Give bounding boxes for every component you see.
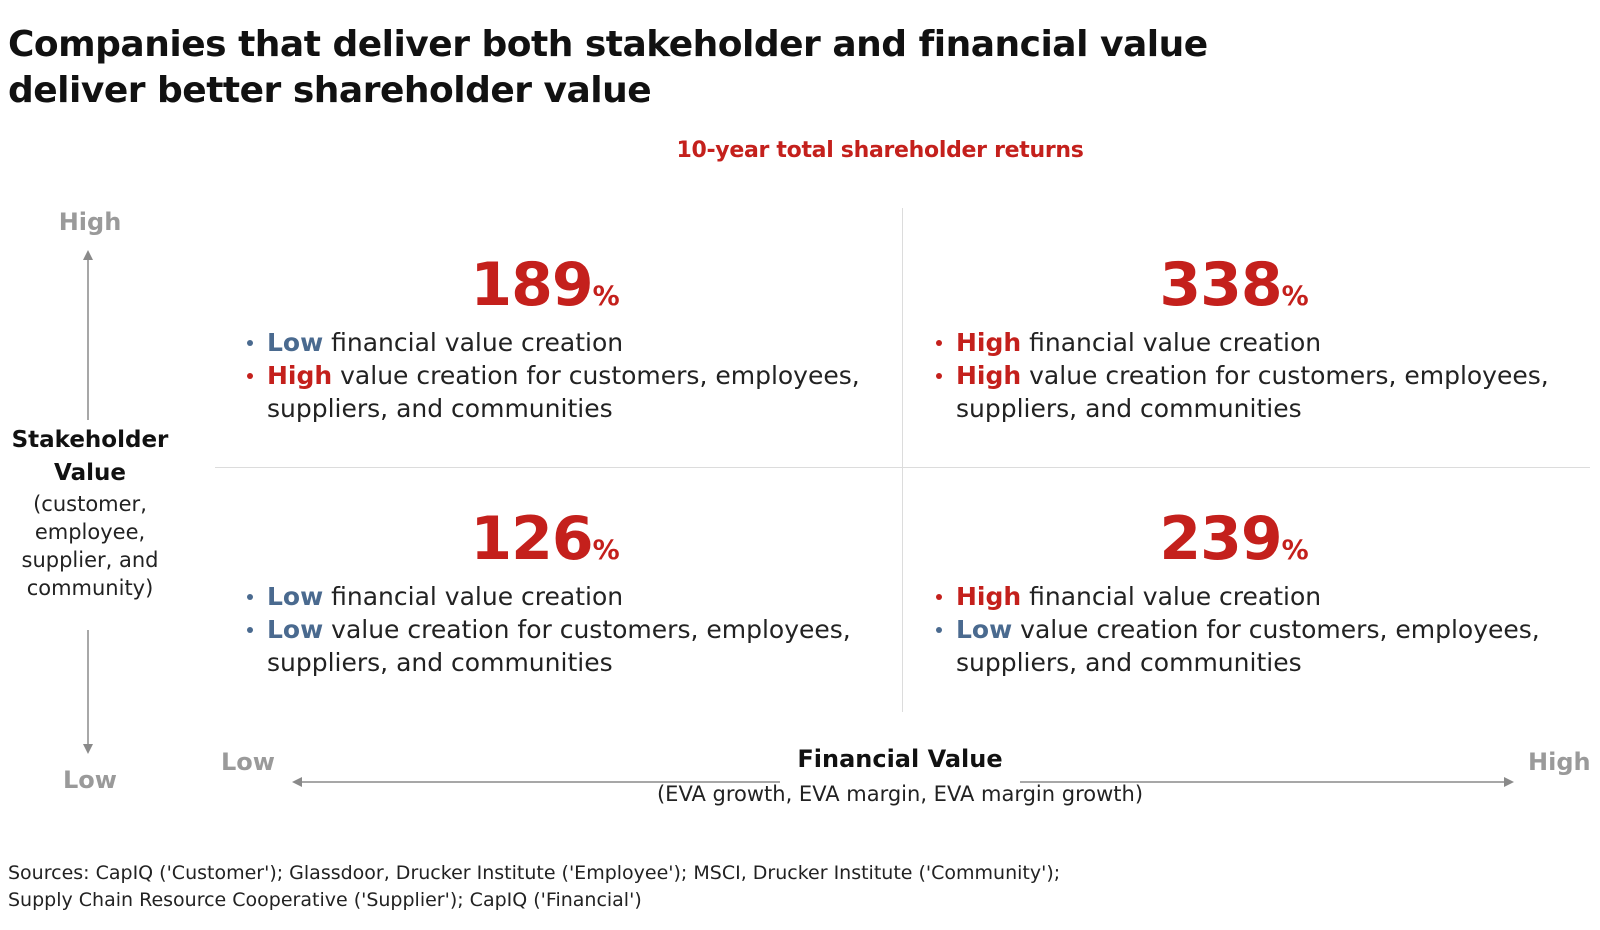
- x-axis-high-label: High: [1528, 748, 1591, 776]
- bullet-text: financial value creation: [1021, 582, 1322, 611]
- return-value: 189%: [215, 250, 875, 320]
- bullet-item: High value creation for customers, emplo…: [247, 359, 875, 425]
- bullet-item: Low value creation for customers, employ…: [247, 613, 875, 679]
- bullet-dot-icon: [936, 340, 942, 346]
- return-number: 189: [470, 250, 593, 320]
- level-keyword: High: [956, 361, 1022, 390]
- level-keyword: Low: [267, 328, 324, 357]
- y-axis-description: (customer, employee, supplier, and commu…: [4, 490, 176, 602]
- sources-line-1: Sources: CapIQ ('Customer'); Glassdoor, …: [8, 862, 1061, 884]
- bullet-dot-icon: [247, 594, 253, 600]
- level-keyword: Low: [956, 615, 1013, 644]
- y-axis-title: Stakeholder Value: [4, 424, 176, 490]
- bullet-item: High financial value creation: [936, 580, 1564, 613]
- x-axis-title: Financial Value: [780, 745, 1020, 773]
- bullet-item: High value creation for customers, emplo…: [936, 359, 1564, 425]
- quadrant-bottom-right: 239% High financial value creation Low v…: [904, 504, 1564, 679]
- return-number: 338: [1159, 250, 1282, 320]
- y-axis-desc-line: employee,: [34, 520, 146, 544]
- bullet-dot-icon: [247, 340, 253, 346]
- bullet-dot-icon: [936, 594, 942, 600]
- bullet-item: Low financial value creation: [247, 326, 875, 359]
- x-axis-description: (EVA growth, EVA margin, EVA margin grow…: [656, 782, 1144, 806]
- bullet-dot-icon: [936, 627, 942, 633]
- quadrant-divider-horizontal: [215, 467, 1590, 468]
- y-axis-low-label: Low: [63, 766, 117, 794]
- quadrant-top-right: 338% High financial value creation High …: [904, 250, 1564, 425]
- y-axis-high-label: High: [58, 208, 122, 236]
- bullet-text: financial value creation: [1021, 328, 1322, 357]
- sources-footnote: Sources: CapIQ ('Customer'); Glassdoor, …: [8, 860, 1208, 914]
- bullet-list: High financial value creation High value…: [904, 326, 1564, 425]
- bullet-item: High financial value creation: [936, 326, 1564, 359]
- percent-sign: %: [592, 535, 620, 566]
- bullet-text: financial value creation: [323, 328, 624, 357]
- return-number: 239: [1159, 504, 1282, 574]
- bullet-item: Low financial value creation: [247, 580, 875, 613]
- bullet-list: Low financial value creation Low value c…: [215, 580, 875, 679]
- y-axis-desc-line: (customer,: [33, 492, 147, 516]
- bullet-dot-icon: [247, 627, 253, 633]
- level-keyword: High: [956, 582, 1022, 611]
- y-axis-desc-line: community): [26, 576, 154, 600]
- sources-line-2: Supply Chain Resource Cooperative ('Supp…: [8, 889, 642, 911]
- percent-sign: %: [1281, 281, 1309, 312]
- title-line-1: Companies that deliver both stakeholder …: [8, 24, 1208, 65]
- return-number: 126: [470, 504, 593, 574]
- return-value: 338%: [904, 250, 1564, 320]
- return-value: 239%: [904, 504, 1564, 574]
- level-keyword: High: [956, 328, 1022, 357]
- bullet-text: value creation for customers, employees,…: [956, 615, 1540, 677]
- percent-sign: %: [1281, 535, 1309, 566]
- bullet-text: financial value creation: [323, 582, 624, 611]
- bullet-dot-icon: [247, 373, 253, 379]
- quadrant-top-left: 189% Low financial value creation High v…: [215, 250, 875, 425]
- chart-subtitle: 10-year total shareholder returns: [676, 138, 1084, 163]
- y-axis-desc-line: supplier, and: [21, 548, 159, 572]
- page-title: Companies that deliver both stakeholder …: [8, 22, 1308, 114]
- bullet-item: Low value creation for customers, employ…: [936, 613, 1564, 679]
- bullet-text: value creation for customers, employees,…: [956, 361, 1549, 423]
- x-axis-low-label: Low: [221, 748, 275, 776]
- y-axis-title-line-1: Stakeholder: [11, 427, 169, 453]
- percent-sign: %: [592, 281, 620, 312]
- level-keyword: Low: [267, 582, 324, 611]
- quadrant-bottom-left: 126% Low financial value creation Low va…: [215, 504, 875, 679]
- title-line-2: deliver better shareholder value: [8, 70, 652, 111]
- bullet-list: Low financial value creation High value …: [215, 326, 875, 425]
- level-keyword: Low: [267, 615, 324, 644]
- bullet-list: High financial value creation Low value …: [904, 580, 1564, 679]
- bullet-text: value creation for customers, employees,…: [267, 615, 851, 677]
- return-value: 126%: [215, 504, 875, 574]
- bullet-text: value creation for customers, employees,…: [267, 361, 860, 423]
- quadrant-divider-vertical: [902, 208, 903, 712]
- y-axis-title-line-2: Value: [54, 460, 126, 486]
- level-keyword: High: [267, 361, 333, 390]
- bullet-dot-icon: [936, 373, 942, 379]
